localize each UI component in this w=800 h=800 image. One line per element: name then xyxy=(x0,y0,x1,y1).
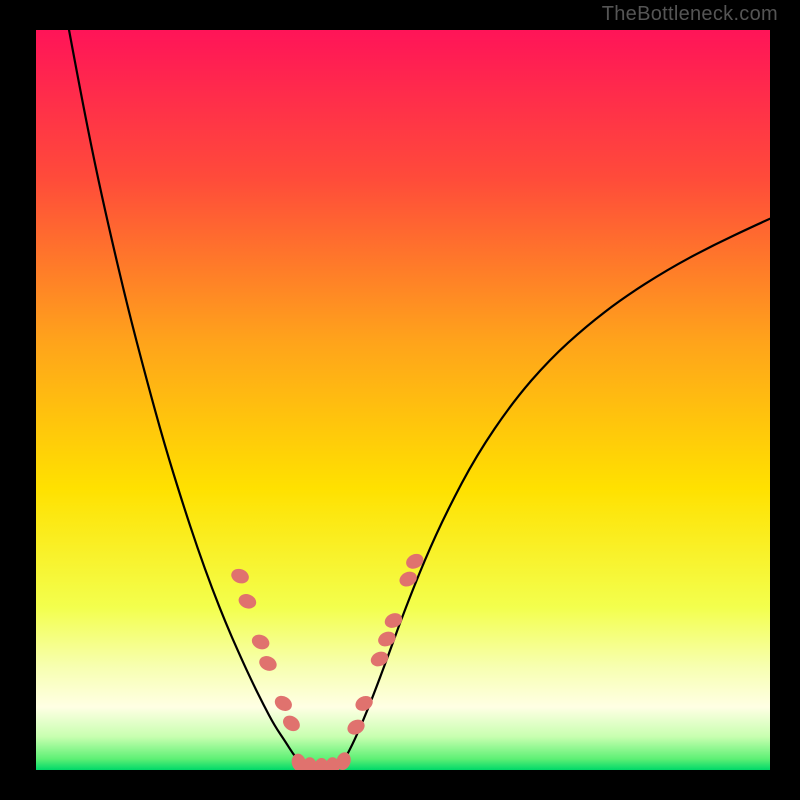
chart-svg xyxy=(36,30,770,770)
plot-area xyxy=(36,30,770,770)
gradient-background xyxy=(36,30,770,770)
chart-frame: TheBottleneck.com xyxy=(0,0,800,800)
watermark-text: TheBottleneck.com xyxy=(602,3,778,26)
